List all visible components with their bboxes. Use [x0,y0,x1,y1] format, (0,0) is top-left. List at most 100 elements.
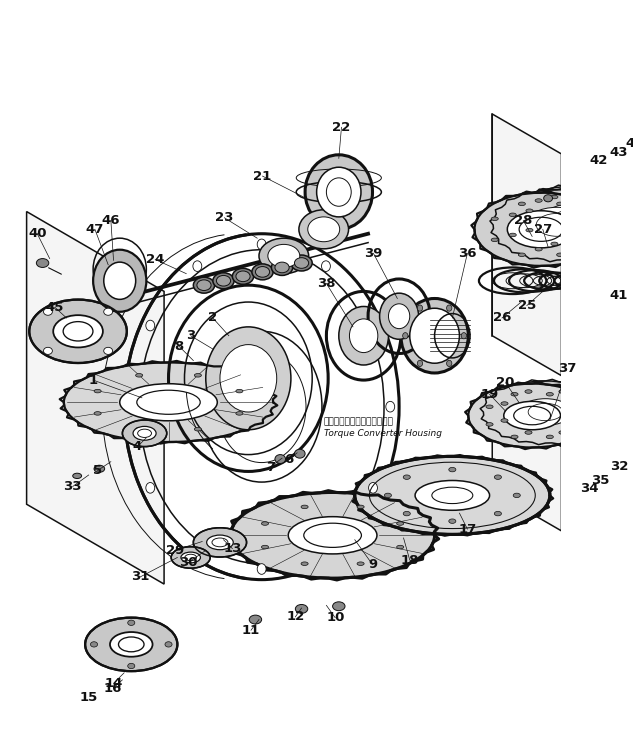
Ellipse shape [64,363,273,442]
Ellipse shape [268,245,300,268]
Ellipse shape [507,211,575,248]
Ellipse shape [559,390,566,394]
Ellipse shape [511,435,518,439]
Text: 37: 37 [558,362,577,375]
Text: 20: 20 [496,377,515,389]
Ellipse shape [586,195,593,199]
Text: 5: 5 [93,464,102,477]
Ellipse shape [252,264,273,280]
Ellipse shape [449,467,456,472]
Text: 44: 44 [626,137,633,150]
Ellipse shape [583,419,590,422]
Text: 35: 35 [591,474,610,487]
Text: 16: 16 [103,682,122,695]
Text: 40: 40 [28,227,46,240]
Ellipse shape [104,262,135,299]
Text: 41: 41 [609,290,627,302]
Text: 9: 9 [368,558,377,571]
Ellipse shape [389,304,410,329]
Text: 39: 39 [364,247,382,259]
Ellipse shape [615,451,626,460]
Ellipse shape [171,547,210,568]
Ellipse shape [598,213,605,217]
Ellipse shape [417,305,423,311]
Text: 23: 23 [215,212,234,224]
Ellipse shape [586,477,594,484]
Ellipse shape [44,347,53,354]
Text: 34: 34 [580,482,598,495]
Ellipse shape [357,505,364,509]
Ellipse shape [128,663,135,668]
Ellipse shape [104,347,113,354]
Ellipse shape [590,421,599,428]
Ellipse shape [120,384,217,421]
Text: 47: 47 [85,223,104,236]
Ellipse shape [592,426,599,432]
Ellipse shape [146,320,154,331]
Ellipse shape [261,545,268,549]
Ellipse shape [486,422,493,426]
Ellipse shape [194,374,201,377]
Ellipse shape [403,332,408,339]
Ellipse shape [294,450,305,458]
Text: トルクコンバータハウジング: トルクコンバータハウジング [323,417,394,426]
Ellipse shape [525,390,532,394]
Ellipse shape [354,456,550,534]
Text: 21: 21 [253,170,272,183]
Ellipse shape [518,202,525,206]
Text: 46: 46 [102,214,120,227]
Text: 2: 2 [208,312,217,324]
Ellipse shape [301,505,308,509]
Text: 3: 3 [186,329,196,342]
Ellipse shape [128,402,137,412]
Ellipse shape [494,511,501,516]
Ellipse shape [401,298,468,373]
Ellipse shape [206,535,234,550]
Ellipse shape [128,620,135,626]
Text: 28: 28 [514,214,532,227]
Ellipse shape [249,615,261,624]
Ellipse shape [206,327,291,430]
Ellipse shape [220,345,277,412]
Text: 30: 30 [179,556,197,569]
Ellipse shape [511,393,518,396]
Ellipse shape [275,455,285,464]
Ellipse shape [357,562,364,565]
Ellipse shape [571,422,579,426]
Ellipse shape [501,419,508,422]
Ellipse shape [104,308,113,315]
Ellipse shape [403,475,410,479]
Text: 10: 10 [326,611,344,624]
Ellipse shape [301,562,308,565]
Ellipse shape [230,492,435,578]
Ellipse shape [518,253,525,256]
Text: 24: 24 [146,253,165,266]
Ellipse shape [29,300,127,363]
Ellipse shape [513,493,520,497]
Ellipse shape [94,389,101,393]
Ellipse shape [94,465,104,472]
Ellipse shape [384,493,391,497]
Text: 31: 31 [131,570,149,584]
Ellipse shape [546,393,553,396]
Ellipse shape [193,261,202,271]
Ellipse shape [316,167,361,217]
Ellipse shape [322,542,330,553]
Ellipse shape [415,481,489,510]
Text: 15: 15 [80,691,98,704]
Text: 19: 19 [480,388,499,401]
Ellipse shape [417,360,423,366]
Text: Torque Converter Housing: Torque Converter Housing [323,429,442,438]
Ellipse shape [368,320,377,331]
Ellipse shape [491,238,498,242]
Text: 32: 32 [610,460,629,472]
Ellipse shape [193,542,202,553]
Ellipse shape [598,233,605,237]
Ellipse shape [551,242,558,245]
Text: 22: 22 [332,121,351,134]
Ellipse shape [494,475,501,479]
Ellipse shape [586,242,593,245]
Ellipse shape [556,202,564,206]
Polygon shape [27,212,164,584]
Text: 1: 1 [89,374,97,387]
